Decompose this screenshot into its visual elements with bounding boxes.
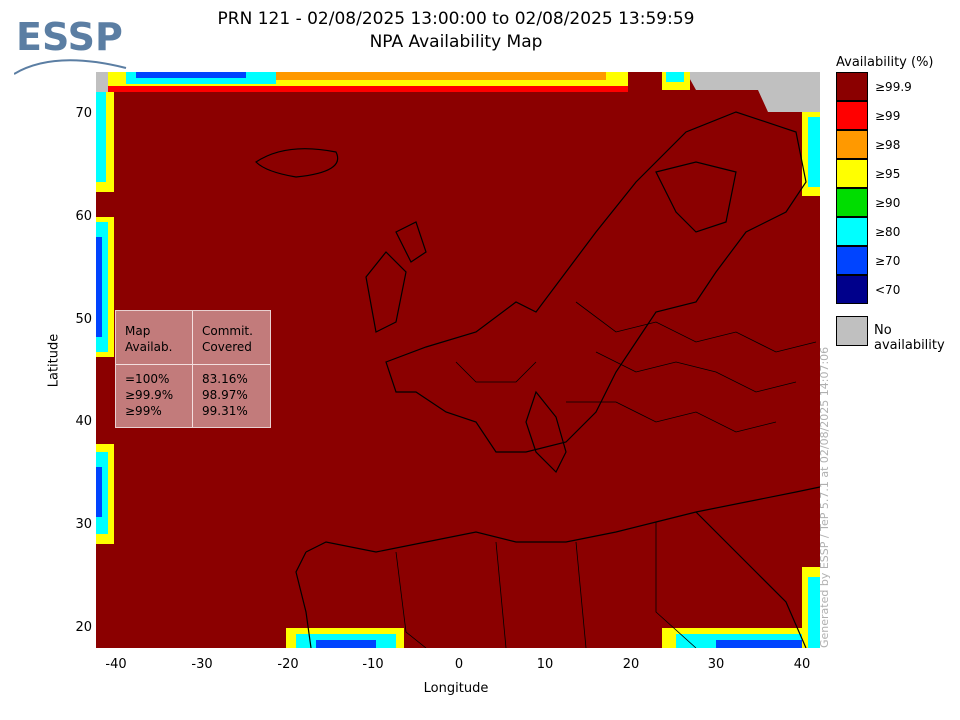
legend-label: ≥99: [875, 109, 901, 123]
legend-label: ≥99.9: [875, 80, 912, 94]
legend-swatch: [836, 159, 868, 188]
essp-logo-text: ESSP: [16, 15, 123, 59]
legend-swatch: [836, 101, 868, 130]
x-tick-label: -20: [277, 657, 299, 672]
legend-swatch: [836, 275, 868, 304]
y-tick-label: 40: [75, 414, 92, 429]
y-tick-label: 30: [75, 517, 92, 532]
legend-swatch: [836, 72, 868, 101]
x-tick-label: -10: [362, 657, 384, 672]
x-tick-label: 40: [793, 657, 811, 672]
stats-row-covered: 99.31%: [202, 404, 248, 418]
stats-row-map: ≥99.9%: [125, 388, 174, 402]
legend-label: ≥80: [875, 225, 901, 239]
legend-title: Availability (%): [836, 55, 934, 70]
legend-label: ≥70: [875, 254, 901, 268]
y-tick-label: 60: [75, 209, 92, 224]
legend-label: ≥90: [875, 196, 901, 210]
y-tick-label: 50: [75, 312, 92, 327]
x-tick-label: 0: [454, 657, 464, 672]
x-tick-label: 20: [622, 657, 640, 672]
legend-label: <70: [875, 283, 901, 297]
x-tick-label: 30: [707, 657, 725, 672]
legend-label: ≥95: [875, 167, 901, 181]
stats-header-commitment-covered: Commit. Covered: [202, 324, 253, 354]
map-title: PRN 121 - 02/08/2025 13:00:00 to 02/08/2…: [217, 9, 695, 29]
stats-row-covered: 98.97%: [202, 388, 248, 402]
legend-swatch: [836, 217, 868, 246]
x-tick-label: 10: [536, 657, 554, 672]
map-subtitle: NPA Availability Map: [369, 32, 543, 52]
essp-logo: ESSP: [14, 15, 127, 75]
stats-row-covered: 83.16%: [202, 372, 248, 386]
x-axis-label: Longitude: [423, 681, 489, 696]
stats-header-map-availability: Map Availab.: [125, 324, 173, 354]
x-tick-label: -40: [105, 657, 127, 672]
legend-swatch: [836, 130, 868, 159]
y-tick-label: 70: [75, 106, 92, 121]
no-availability-swatch: [836, 316, 868, 346]
stats-row-map: ≥99%: [125, 404, 162, 418]
generation-watermark: Generated by ESSP / TeP 5.7.1 at 02/08/2…: [818, 346, 831, 648]
y-tick-label: 20: [75, 620, 92, 635]
legend-label: ≥98: [875, 138, 901, 152]
x-tick-label: -30: [191, 657, 213, 672]
legend-swatch: [836, 246, 868, 275]
stats-row-map: =100%: [125, 372, 170, 386]
y-axis-label: Latitude: [46, 333, 62, 388]
no-availability-label: No availability: [874, 323, 945, 353]
legend-swatch: [836, 188, 868, 217]
coverage-stats-box: Map Availab. Commit. Covered =100% 83.16…: [115, 310, 271, 428]
